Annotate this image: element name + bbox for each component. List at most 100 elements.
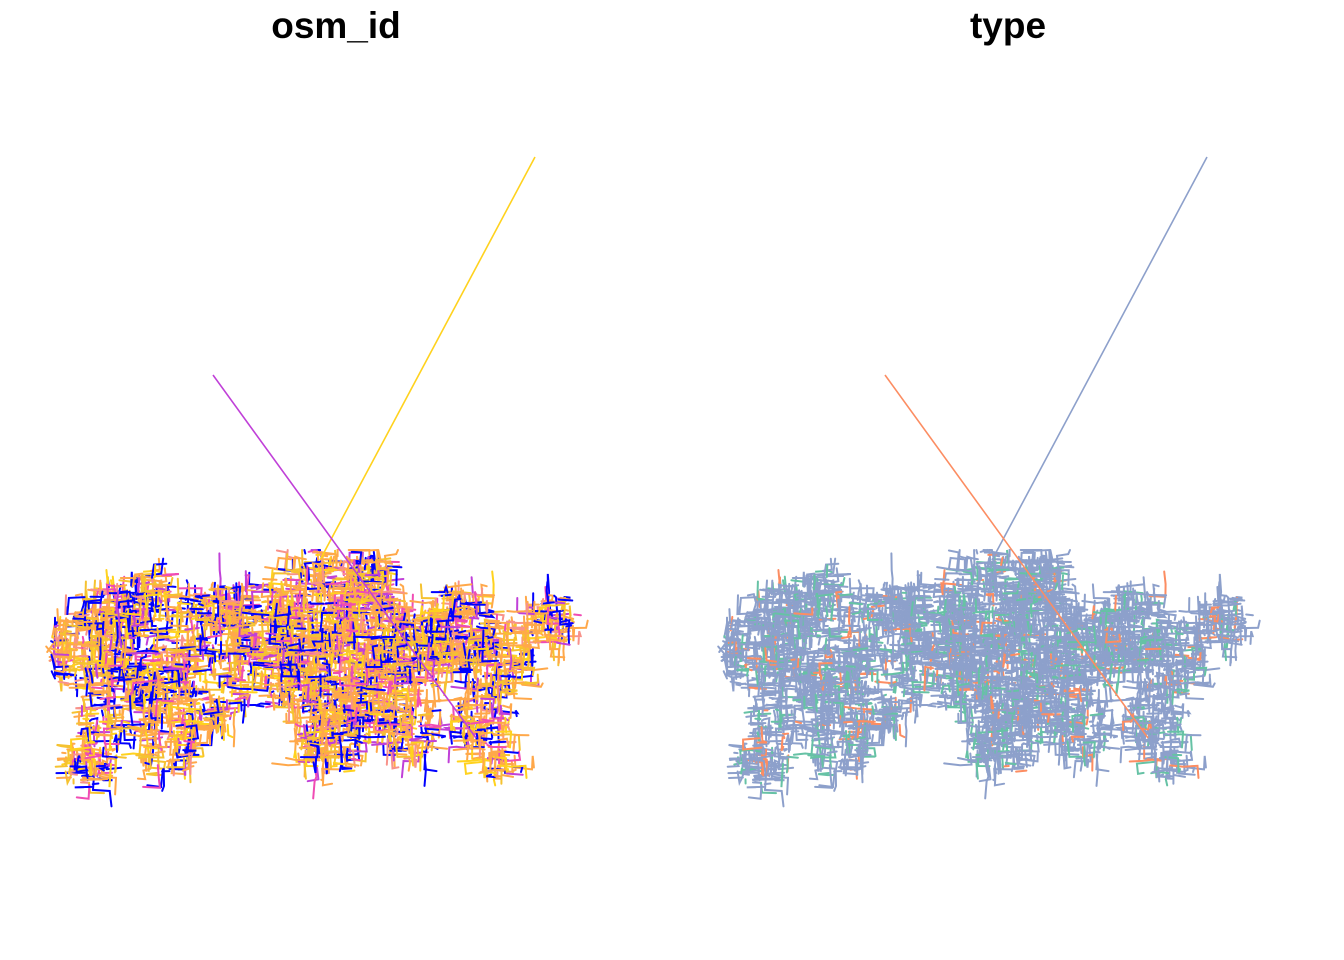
street-segment xyxy=(852,634,858,651)
street-segment xyxy=(91,782,100,786)
street-segment xyxy=(142,764,162,789)
long-road-line xyxy=(319,156,536,561)
street-segment xyxy=(904,693,923,708)
street-segment xyxy=(462,642,467,656)
street-segment xyxy=(115,590,120,617)
street-segment xyxy=(158,614,185,618)
street-segment xyxy=(417,650,431,656)
street-segment xyxy=(798,651,833,655)
street-segment xyxy=(188,679,192,696)
street-segment xyxy=(481,752,484,760)
street-segment xyxy=(860,679,864,696)
street-segment xyxy=(911,693,923,701)
street-segment xyxy=(326,718,331,729)
street-segment xyxy=(177,737,182,750)
street-segment xyxy=(371,661,381,665)
street-segment xyxy=(93,690,109,695)
street-segment xyxy=(153,564,157,579)
street-segment xyxy=(282,699,296,705)
street-segment xyxy=(293,555,307,569)
street-segment xyxy=(530,622,545,633)
street-segment xyxy=(558,611,574,626)
street-segment xyxy=(176,601,191,606)
street-segment xyxy=(84,616,98,621)
street-segment xyxy=(494,636,516,652)
street-segment xyxy=(793,704,806,720)
street-segment xyxy=(390,752,400,770)
street-segment xyxy=(238,619,256,638)
street-segment xyxy=(311,640,326,647)
street-segment xyxy=(381,656,399,664)
street-segment xyxy=(470,721,481,731)
street-segment xyxy=(304,671,311,693)
street-segment xyxy=(117,665,140,682)
street-segment xyxy=(777,646,792,650)
street-segment xyxy=(279,661,300,678)
street-segment xyxy=(357,625,361,638)
street-segment xyxy=(838,759,853,763)
street-segment xyxy=(297,681,302,692)
street-segment xyxy=(237,659,242,677)
street-segment xyxy=(456,623,471,628)
street-segment xyxy=(81,749,85,763)
street-segment xyxy=(95,607,112,622)
osm-id-map xyxy=(45,156,589,808)
street-segment xyxy=(229,642,241,646)
street-segment xyxy=(880,688,884,707)
street-segment xyxy=(250,590,277,610)
street-segment xyxy=(323,705,337,722)
street-segment xyxy=(293,727,299,746)
street-segment xyxy=(112,707,126,730)
street-segment xyxy=(198,602,204,607)
street-segment xyxy=(450,677,479,691)
street-segment xyxy=(303,549,307,555)
street-segment xyxy=(108,671,126,688)
street-segment xyxy=(311,562,324,583)
street-segment xyxy=(857,724,872,741)
street-segment xyxy=(163,667,183,679)
street-segment xyxy=(890,650,897,661)
street-segment xyxy=(161,768,166,792)
street-segment xyxy=(336,599,349,616)
street-segment xyxy=(359,685,386,703)
street-segment xyxy=(410,741,424,759)
street-segment xyxy=(300,648,317,652)
street-segment xyxy=(474,692,492,715)
street-segment xyxy=(359,613,364,631)
street-segment xyxy=(114,610,119,647)
street-segment xyxy=(351,691,364,697)
street-segment xyxy=(830,730,835,753)
street-segment xyxy=(450,592,455,609)
street-segment xyxy=(381,725,385,744)
street-segment xyxy=(205,617,209,626)
street-segment xyxy=(323,659,337,670)
street-segment xyxy=(238,649,251,654)
street-segment xyxy=(898,723,906,739)
street-segment xyxy=(392,716,396,736)
street-segment xyxy=(88,668,94,684)
street-segment xyxy=(165,648,181,652)
street-segment xyxy=(139,736,164,742)
street-segment xyxy=(286,695,291,724)
street-segment xyxy=(90,731,100,734)
street-segment xyxy=(462,616,480,620)
street-segment xyxy=(747,734,758,759)
street-segment xyxy=(728,776,744,779)
street-segment xyxy=(817,720,836,728)
street-segment xyxy=(814,693,819,713)
street-segment xyxy=(56,608,60,625)
street-segment xyxy=(848,601,863,606)
street-segment xyxy=(734,629,744,636)
street-segment xyxy=(351,693,356,709)
street-segment xyxy=(191,624,196,642)
street-segment xyxy=(823,671,828,698)
street-segment xyxy=(110,667,126,693)
street-segment xyxy=(557,598,574,602)
street-segment xyxy=(857,658,874,677)
street-segment xyxy=(128,695,145,726)
street-segment xyxy=(901,683,922,695)
street-segment xyxy=(106,634,112,640)
street-segment xyxy=(264,556,293,571)
street-segment xyxy=(94,663,99,679)
street-segment xyxy=(362,559,374,566)
